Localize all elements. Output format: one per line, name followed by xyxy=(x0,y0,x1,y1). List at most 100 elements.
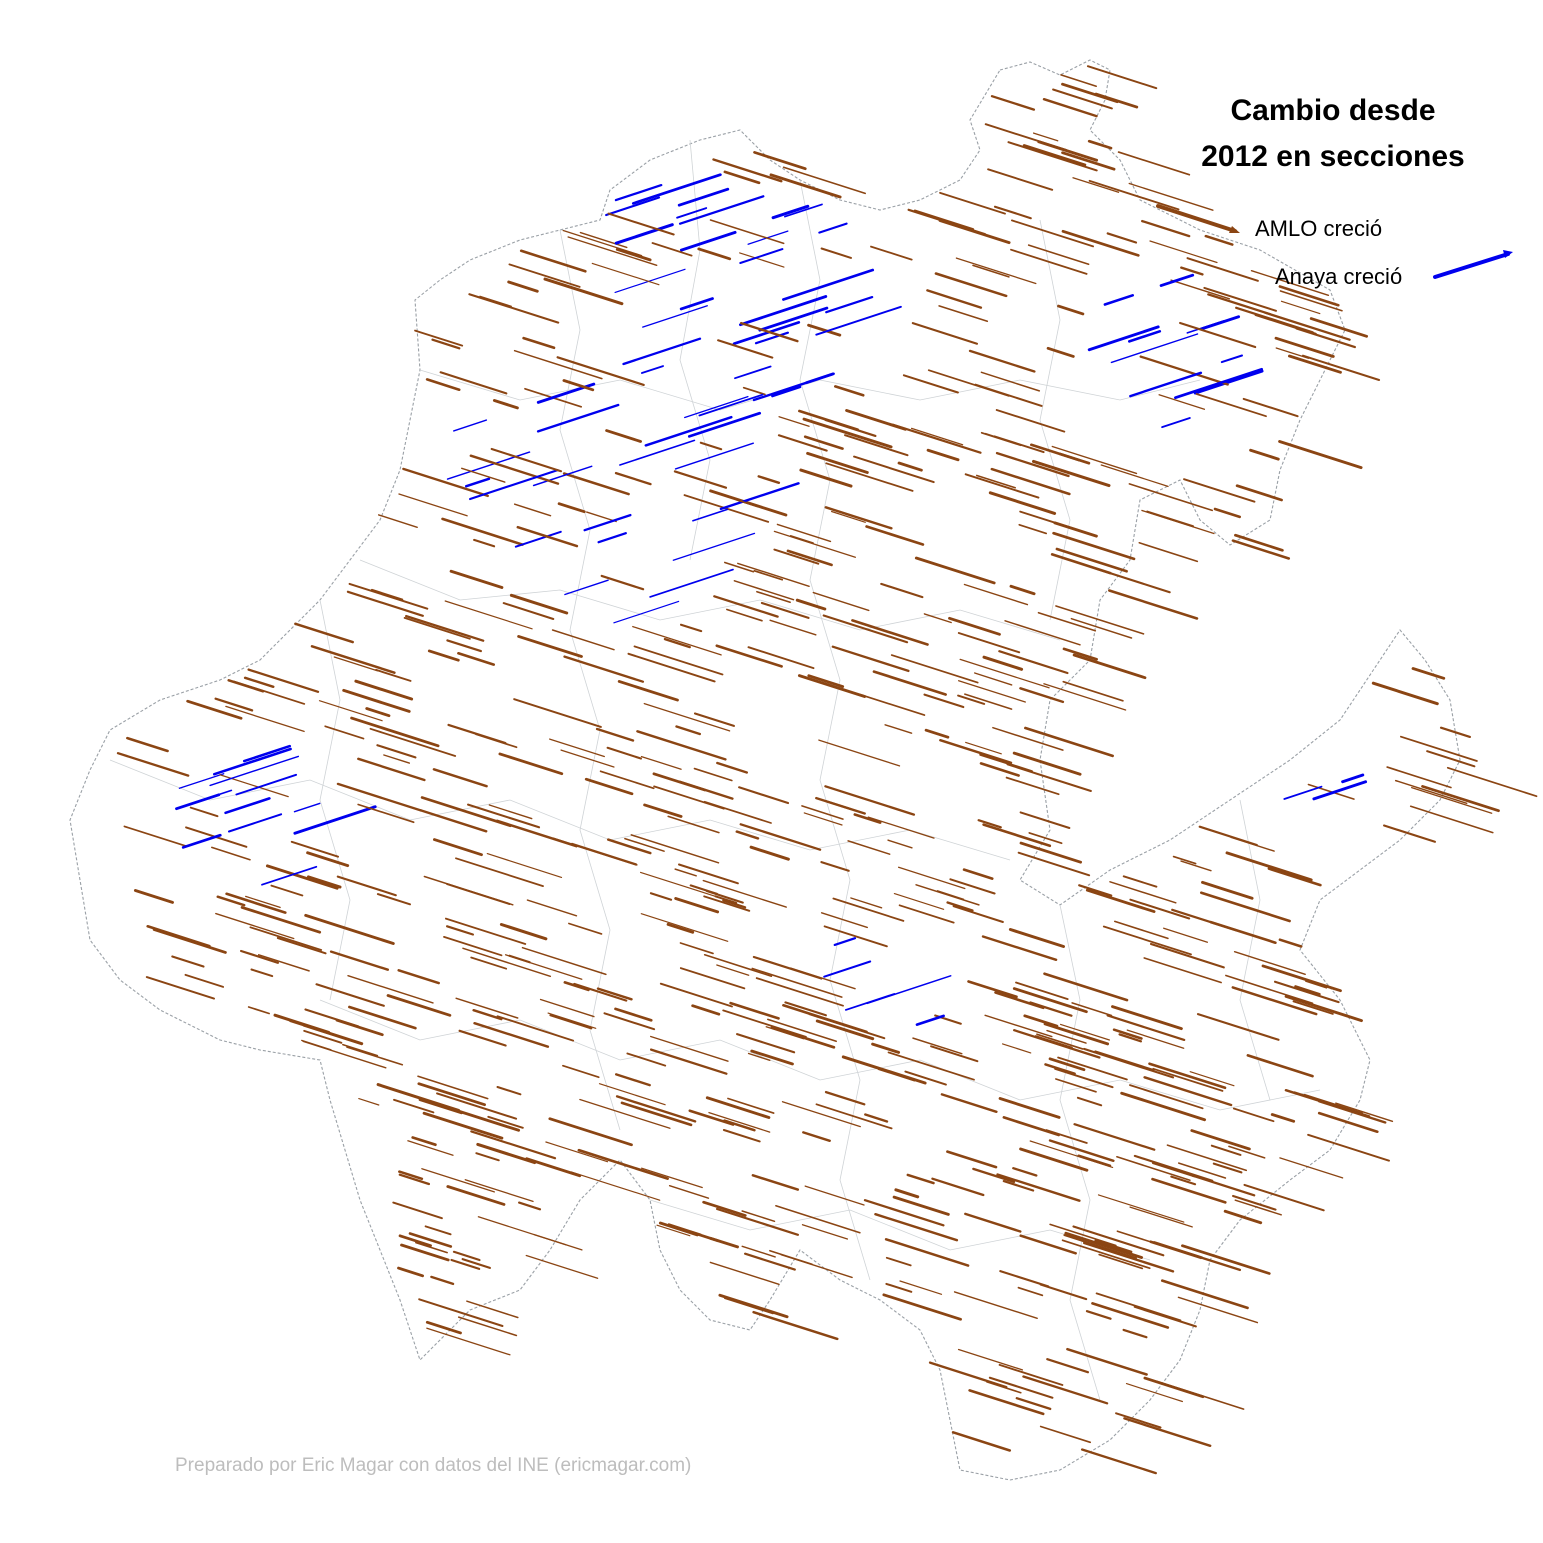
anaya-arrow xyxy=(614,268,686,293)
amlo-arrow xyxy=(911,322,979,345)
amlo-arrow xyxy=(892,1195,950,1216)
amlo-arrow xyxy=(891,423,982,454)
amlo-arrow xyxy=(949,878,996,895)
amlo-arrow xyxy=(1044,1063,1076,1075)
amlo-arrow xyxy=(904,1070,947,1086)
amlo-arrow xyxy=(946,1150,998,1169)
title-line-1: Cambio desde xyxy=(1230,94,1435,127)
amlo-arrow xyxy=(1055,605,1145,635)
amlo-arrow xyxy=(863,1199,945,1227)
anaya-arrow xyxy=(583,513,632,532)
amlo-arrow xyxy=(1278,938,1303,948)
amlo-arrow xyxy=(467,803,541,829)
amlo-arrow xyxy=(549,1014,593,1030)
amlo-arrow xyxy=(674,897,720,914)
amlo-arrow xyxy=(967,980,1018,999)
amlo-arrow xyxy=(825,800,851,810)
amlo-arrow xyxy=(1011,219,1094,248)
amlo-arrow xyxy=(1062,680,1124,702)
amlo-arrow xyxy=(418,1298,504,1327)
legend-amlo-arrowhead xyxy=(1229,226,1240,233)
amlo-arrow xyxy=(982,823,1052,848)
amlo-arrow xyxy=(968,349,1036,373)
amlo-arrow xyxy=(579,1098,671,1129)
amlo-arrow xyxy=(424,1225,452,1236)
amlo-arrow xyxy=(882,1293,962,1321)
amlo-arrow xyxy=(507,280,539,293)
amlo-arrow xyxy=(525,1254,599,1279)
amlo-arrow xyxy=(769,619,817,636)
amlo-arrow xyxy=(778,416,810,427)
amlo-arrow xyxy=(957,694,986,705)
amlo-arrow xyxy=(807,323,842,337)
amlo-arrow xyxy=(907,208,987,236)
amlo-arrow xyxy=(595,727,635,742)
amlo-arrow xyxy=(603,1012,656,1031)
anaya-arrow xyxy=(1161,417,1191,429)
amlo-arrow xyxy=(948,616,1001,636)
amlo-arrow xyxy=(722,899,747,909)
amlo-arrow xyxy=(786,549,833,567)
amlo-arrow xyxy=(993,205,1032,220)
amlo-arrow xyxy=(145,976,215,1000)
amlo-arrow xyxy=(1106,232,1138,244)
amlo-arrow xyxy=(998,1363,1064,1386)
amlo-arrow xyxy=(955,257,1037,285)
amlo-arrow xyxy=(974,672,1013,686)
amlo-arrow xyxy=(874,1212,959,1242)
amlo-arrow xyxy=(545,1141,609,1163)
amlo-arrow xyxy=(880,582,924,599)
amlo-arrow xyxy=(658,1221,699,1237)
amlo-arrow xyxy=(893,892,945,910)
anaya-arrow xyxy=(213,747,292,776)
amlo-arrow xyxy=(504,954,583,980)
amlo-arrow xyxy=(699,441,723,451)
amlo-arrow xyxy=(703,895,751,912)
amlo-arrow xyxy=(378,514,418,528)
amlo-arrow xyxy=(543,277,624,306)
amlo-arrow xyxy=(336,782,422,812)
amlo-arrow xyxy=(516,525,579,548)
amlo-arrow xyxy=(914,556,996,585)
amlo-arrow xyxy=(951,1431,1012,1452)
amlo-arrow xyxy=(498,752,564,776)
amlo-arrow xyxy=(1149,1240,1203,1260)
amlo-arrow xyxy=(964,693,1013,710)
amlo-arrow xyxy=(1036,1033,1084,1050)
amlo-arrow xyxy=(584,777,634,796)
amlo-arrow xyxy=(455,997,519,1019)
amlo-arrow xyxy=(1007,141,1098,172)
amlo-arrow xyxy=(376,1083,461,1112)
amlo-arrow xyxy=(957,632,1021,654)
amlo-arrow xyxy=(1061,151,1116,171)
amlo-arrow xyxy=(1118,1033,1143,1043)
amlo-arrow xyxy=(1019,841,1082,864)
amlo-arrow xyxy=(441,517,524,546)
amlo-arrow xyxy=(713,595,779,618)
amlo-arrow xyxy=(702,1200,747,1217)
anaya-arrow xyxy=(293,805,377,835)
amlo-arrow xyxy=(716,761,748,774)
amlo-arrow xyxy=(953,1291,1038,1320)
amlo-arrow xyxy=(548,1117,633,1147)
amlo-arrow xyxy=(798,409,859,431)
anaya-arrow xyxy=(672,532,756,561)
amlo-arrow xyxy=(1057,1056,1128,1081)
anaya-arrow xyxy=(261,865,318,886)
amlo-arrow xyxy=(1071,1002,1113,1017)
amlo-arrow xyxy=(995,409,1066,433)
amlo-arrow xyxy=(461,467,506,483)
anaya-arrow xyxy=(784,203,823,218)
amlo-arrow xyxy=(870,245,913,261)
anaya-arrow xyxy=(224,797,271,815)
amlo-arrow xyxy=(614,1007,653,1022)
amlo-arrow xyxy=(715,644,783,668)
amlo-arrow xyxy=(864,1113,889,1123)
anaya-arrow xyxy=(833,937,857,947)
amlo-arrow xyxy=(1179,321,1257,349)
amlo-arrow xyxy=(982,655,1024,671)
amlo-arrow xyxy=(579,231,628,249)
amlo-arrow xyxy=(988,491,1057,515)
amlo-arrow xyxy=(885,1282,913,1293)
amlo-arrow xyxy=(1292,1000,1334,1015)
